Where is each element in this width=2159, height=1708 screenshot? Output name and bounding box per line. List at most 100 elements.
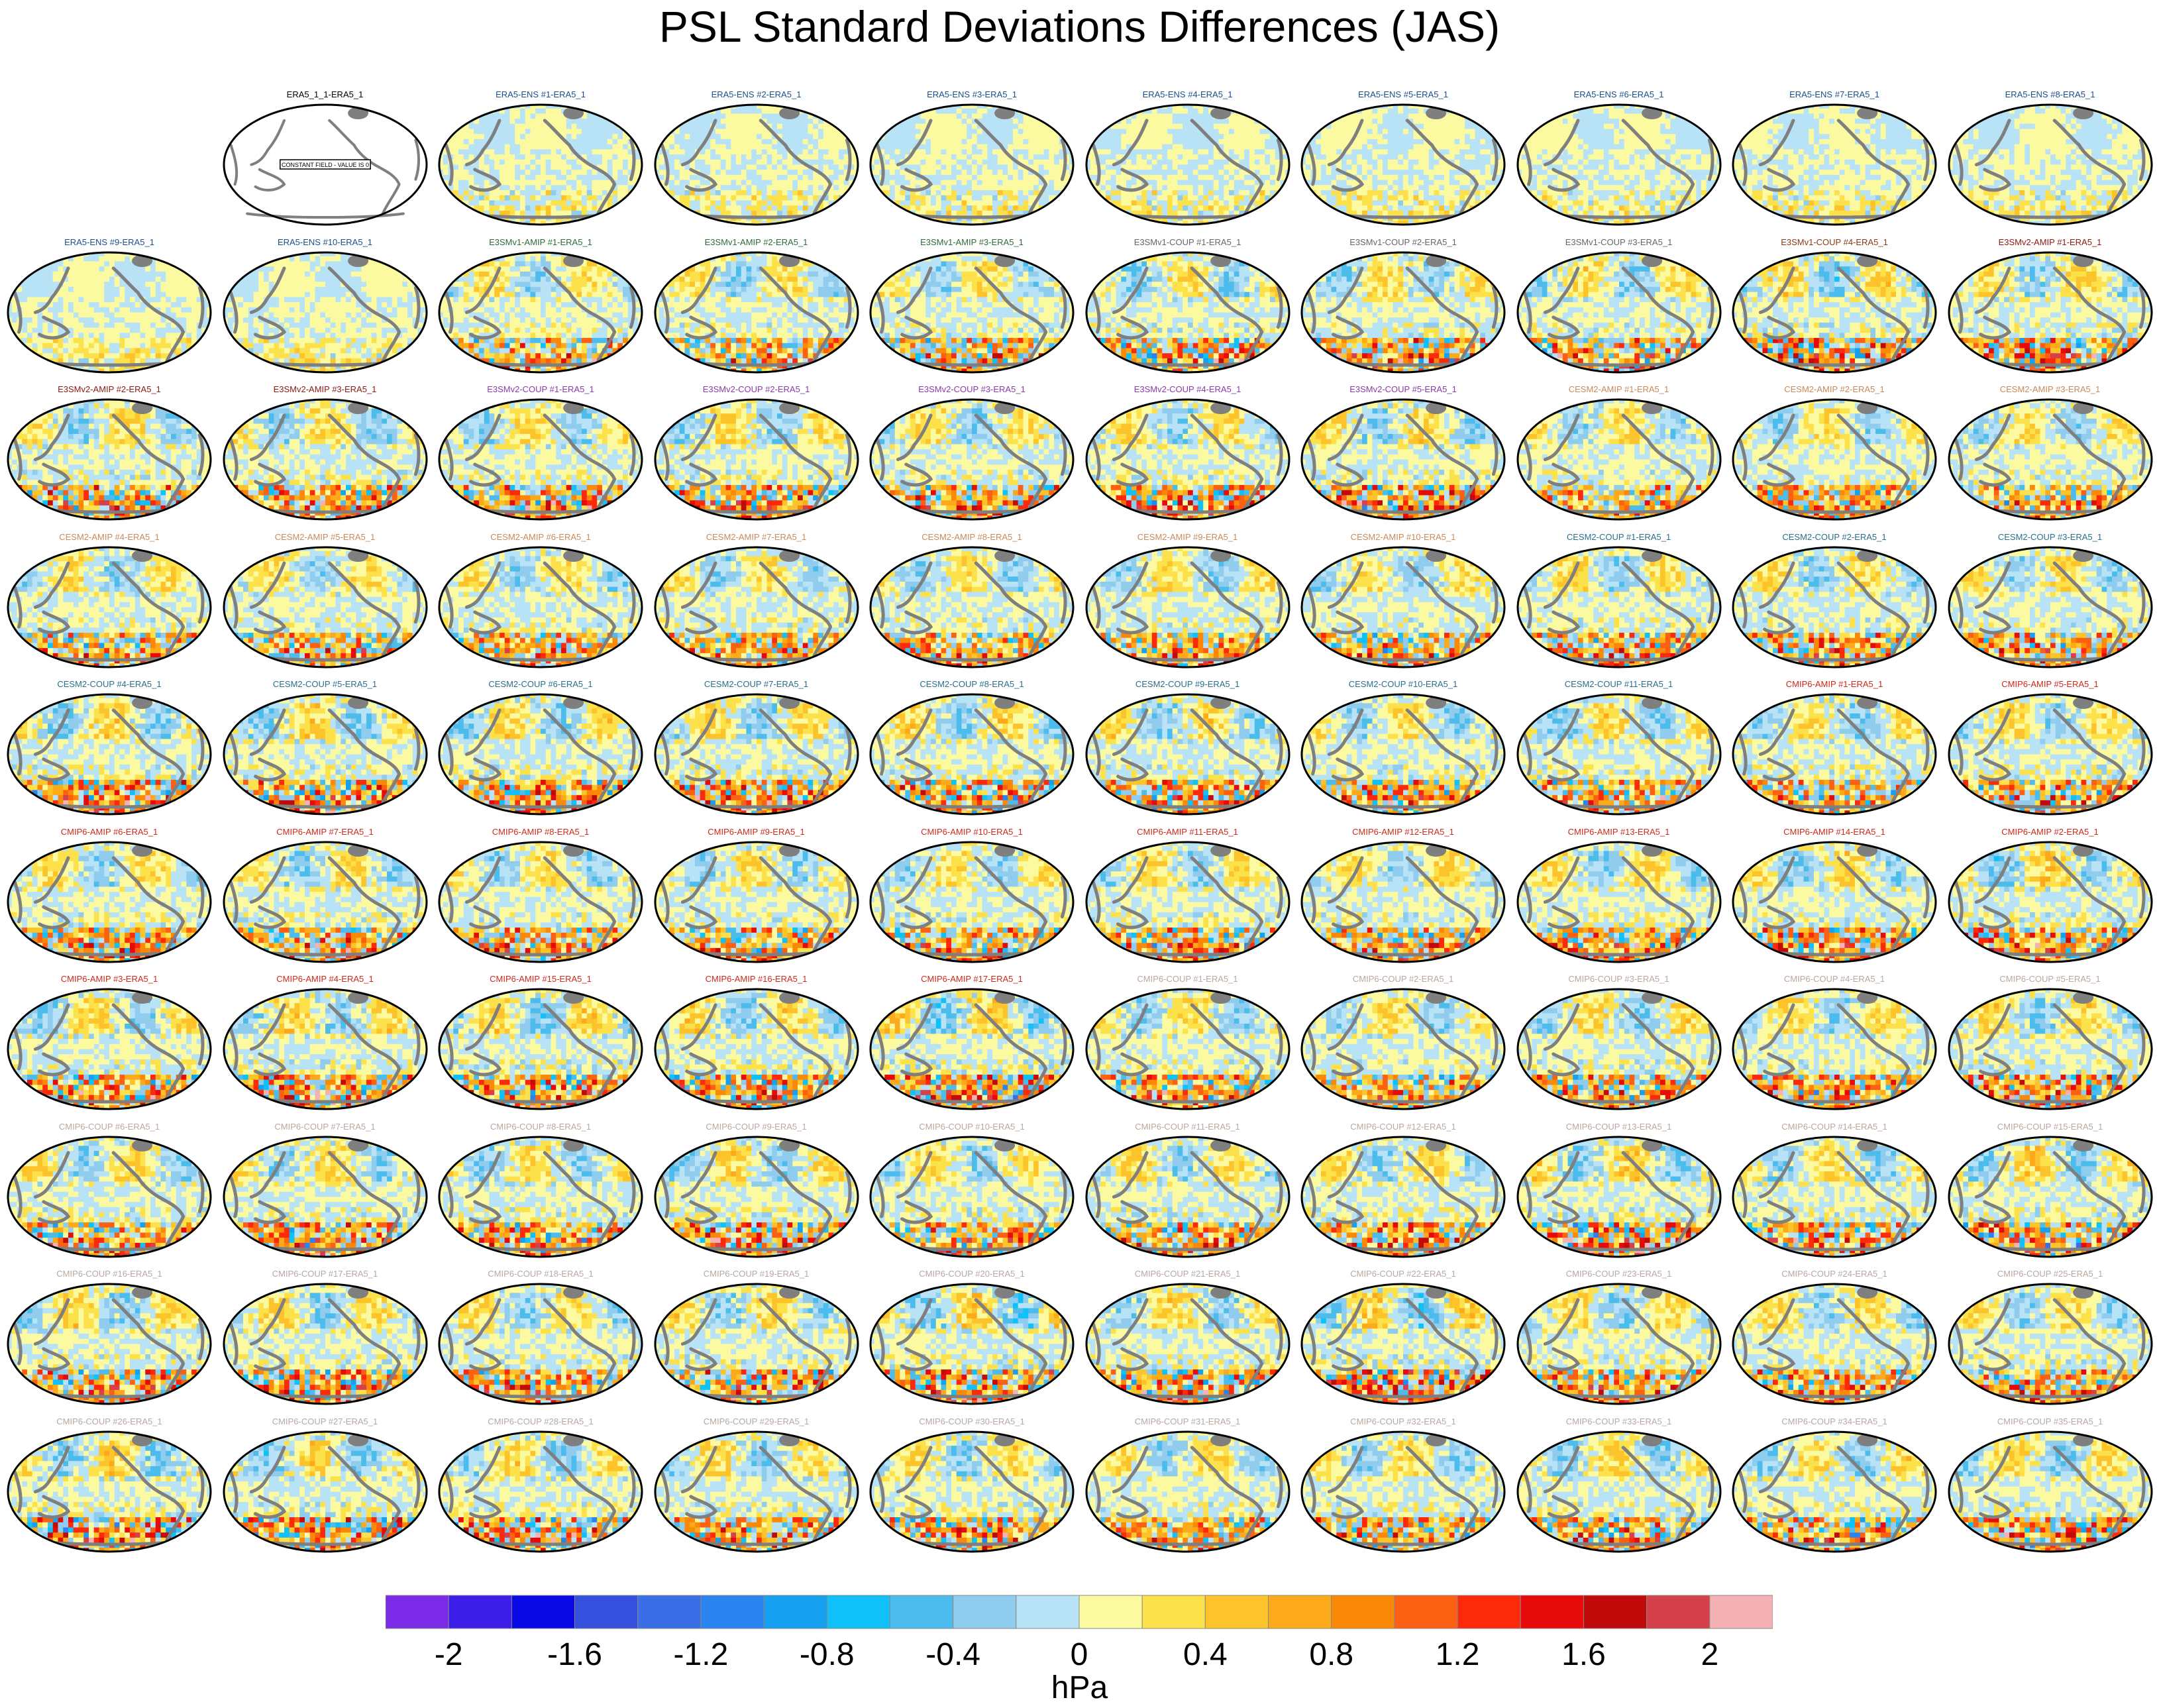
colorbar-swatch: [1142, 1595, 1205, 1628]
panel-label: CESM2-COUP #4-ERA5_1: [7, 678, 212, 690]
map-field: [223, 398, 428, 521]
panel-label: CMIP6-AMIP #1-ERA5_1: [1732, 678, 1937, 690]
colorbar-swatch: [1395, 1595, 1457, 1628]
panel-label: CESM2-COUP #8-ERA5_1: [869, 678, 1075, 690]
panel-label: CMIP6-COUP #23-ERA5_1: [1516, 1268, 1722, 1280]
map-field: [1085, 693, 1290, 816]
map-field: [438, 988, 643, 1110]
map-field: CONSTANT FIELD - VALUE IS 0: [223, 103, 428, 226]
map-field: [1948, 693, 2153, 816]
map-field: [1085, 841, 1290, 963]
panel-label: CMIP6-COUP #22-ERA5_1: [1300, 1268, 1506, 1280]
panel-label: E3SMv2-AMIP #3-ERA5_1: [223, 384, 428, 396]
panel-label: CESM2-AMIP #6-ERA5_1: [438, 531, 643, 543]
panel-label: E3SMv2-AMIP #1-ERA5_1: [1948, 237, 2153, 248]
panel-label: CESM2-AMIP #10-ERA5_1: [1300, 531, 1506, 543]
colorbar-swatch: [827, 1595, 890, 1628]
map-field: [1516, 546, 1722, 668]
panel-label: E3SMv1-COUP #3-ERA5_1: [1516, 237, 1722, 248]
map-field: [1948, 1430, 2153, 1553]
panel-label: CMIP6-COUP #1-ERA5_1: [1085, 973, 1290, 985]
map-field: [1948, 1283, 2153, 1405]
panel-label: CMIP6-AMIP #11-ERA5_1: [1085, 826, 1290, 838]
map-field: [223, 988, 428, 1110]
panel-label: CMIP6-AMIP #10-ERA5_1: [869, 826, 1075, 838]
panel-label: CMIP6-COUP #30-ERA5_1: [869, 1416, 1075, 1428]
map-field: [1085, 1430, 1290, 1553]
panel-label: E3SMv1-AMIP #3-ERA5_1: [869, 237, 1075, 248]
map-field: [654, 251, 859, 374]
map-field: [1732, 841, 1937, 963]
map-field: [1300, 251, 1506, 374]
map-field: [1516, 1430, 1722, 1553]
panel-label: CMIP6-COUP #3-ERA5_1: [1516, 973, 1722, 985]
colorbar-tick-label: 1.6: [1561, 1636, 1606, 1674]
map-field: [1516, 103, 1722, 226]
panel-label: ERA5-ENS #1-ERA5_1: [438, 89, 643, 101]
map-field: [1948, 988, 2153, 1110]
colorbar-swatch: [448, 1595, 511, 1628]
panel-label: CMIP6-COUP #9-ERA5_1: [654, 1121, 859, 1133]
map-field: [1085, 546, 1290, 668]
panel-label: E3SMv2-COUP #1-ERA5_1: [438, 384, 643, 396]
panel-label: CMIP6-COUP #18-ERA5_1: [438, 1268, 643, 1280]
panel-label: E3SMv1-AMIP #2-ERA5_1: [654, 237, 859, 248]
panel-label: CMIP6-COUP #11-ERA5_1: [1085, 1121, 1290, 1133]
panel-label: CMIP6-COUP #8-ERA5_1: [438, 1121, 643, 1133]
map-field: [654, 398, 859, 521]
colorbar-tick-label: 2: [1701, 1636, 1718, 1674]
map-field: [1300, 103, 1506, 226]
panel-label: E3SMv2-COUP #2-ERA5_1: [654, 384, 859, 396]
panel-label: CMIP6-AMIP #15-ERA5_1: [438, 973, 643, 985]
colorbar-swatch: [575, 1595, 638, 1628]
panel-label: ERA5-ENS #10-ERA5_1: [223, 237, 428, 248]
panel-label: CMIP6-COUP #5-ERA5_1: [1948, 973, 2153, 985]
colorbar-units: hPa: [0, 1670, 2159, 1707]
map-field: [1300, 1430, 1506, 1553]
panel-label: CMIP6-AMIP #3-ERA5_1: [7, 973, 212, 985]
panel-label: CESM2-COUP #11-ERA5_1: [1516, 678, 1722, 690]
panel-label: CMIP6-COUP #15-ERA5_1: [1948, 1121, 2153, 1133]
panel-label: E3SMv2-AMIP #2-ERA5_1: [7, 384, 212, 396]
panel-label: CESM2-AMIP #8-ERA5_1: [869, 531, 1075, 543]
panel-label: CMIP6-COUP #28-ERA5_1: [438, 1416, 643, 1428]
panel-label: CMIP6-COUP #13-ERA5_1: [1516, 1121, 1722, 1133]
map-field: [223, 546, 428, 668]
map-field: [654, 1283, 859, 1405]
map-field: [1085, 1136, 1290, 1258]
map-field: [438, 251, 643, 374]
map-field: [1300, 546, 1506, 668]
panel-label: ERA5-ENS #6-ERA5_1: [1516, 89, 1722, 101]
panel-label: CMIP6-COUP #4-ERA5_1: [1732, 973, 1937, 985]
panel-label: CESM2-AMIP #3-ERA5_1: [1948, 384, 2153, 396]
colorbar-swatch: [890, 1595, 953, 1628]
panel-label: ERA5-ENS #4-ERA5_1: [1085, 89, 1290, 101]
map-field: [7, 1136, 212, 1258]
panel-label: CESM2-AMIP #4-ERA5_1: [7, 531, 212, 543]
panel-label: CMIP6-AMIP #9-ERA5_1: [654, 826, 859, 838]
panel-label: CMIP6-AMIP #12-ERA5_1: [1300, 826, 1506, 838]
panel-label: CMIP6-COUP #12-ERA5_1: [1300, 1121, 1506, 1133]
map-field: [223, 1283, 428, 1405]
map-field: [7, 988, 212, 1110]
panel-label: CMIP6-AMIP #7-ERA5_1: [223, 826, 428, 838]
map-field: [438, 398, 643, 521]
panel-label: CMIP6-COUP #27-ERA5_1: [223, 1416, 428, 1428]
map-field: [654, 693, 859, 816]
panel-label: CMIP6-AMIP #14-ERA5_1: [1732, 826, 1937, 838]
panel-label: ERA5-ENS #8-ERA5_1: [1948, 89, 2153, 101]
map-field: [438, 1136, 643, 1258]
colorbar-swatch: [1457, 1595, 1520, 1628]
panel-label: CMIP6-AMIP #6-ERA5_1: [7, 826, 212, 838]
map-field: [1516, 1136, 1722, 1258]
map-field: [7, 398, 212, 521]
panel-label: CMIP6-AMIP #2-ERA5_1: [1948, 826, 2153, 838]
panel-label: CESM2-COUP #10-ERA5_1: [1300, 678, 1506, 690]
panel-label: CMIP6-COUP #31-ERA5_1: [1085, 1416, 1290, 1428]
panel-label: CMIP6-COUP #29-ERA5_1: [654, 1416, 859, 1428]
map-field: [1948, 251, 2153, 374]
map-field: [654, 1430, 859, 1553]
panel-label: CMIP6-COUP #10-ERA5_1: [869, 1121, 1075, 1133]
map-field: [223, 841, 428, 963]
map-field: [1732, 398, 1937, 521]
